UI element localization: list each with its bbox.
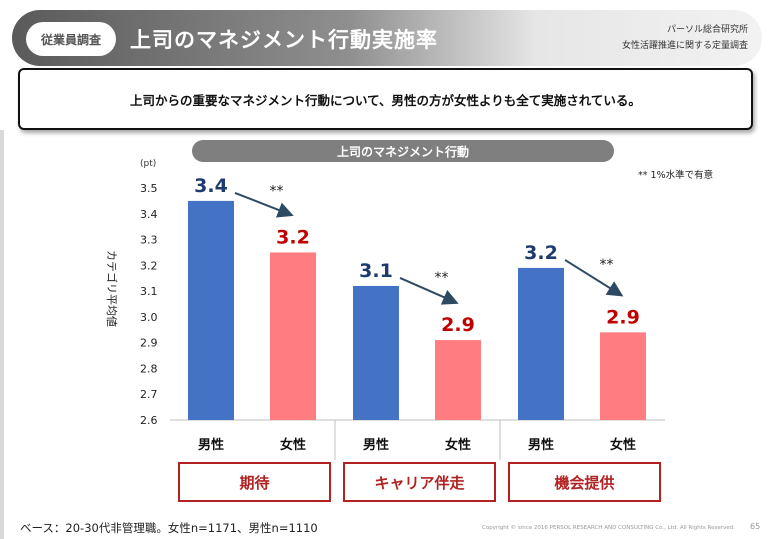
significance-mark: ** <box>600 257 614 273</box>
y-tick-label: 2.6 <box>140 414 158 427</box>
header-tag: 従業員調査 <box>26 22 116 56</box>
summary-box: 上司からの重要なマネジメント行動について、男性の方が女性よりも全て実施されている… <box>18 68 753 130</box>
bar <box>435 340 481 420</box>
data-label: 3.2 <box>524 242 558 264</box>
y-tick-label: 3.3 <box>140 234 158 247</box>
group-label: 機会提供 <box>554 474 614 492</box>
bar <box>270 252 316 420</box>
x-tick-label: 男性 <box>528 437 554 453</box>
footer-base: ベース：20-30代非管理職。女性n=1171、男性n=1110 <box>20 521 318 535</box>
left-rule <box>0 130 4 539</box>
bar <box>353 285 399 420</box>
y-tick-label: 3.0 <box>140 311 158 324</box>
y-tick-label: 3.1 <box>140 285 158 298</box>
group-label-box <box>343 462 496 502</box>
data-label: 3.1 <box>359 260 393 282</box>
significance-mark: ** <box>270 184 284 200</box>
bar <box>518 267 564 420</box>
header-bar <box>12 10 762 66</box>
y-tick-label: 2.9 <box>140 337 158 350</box>
source-org: パーソル総合研究所 <box>666 25 748 35</box>
data-label: 2.9 <box>606 306 640 328</box>
data-label: 3.4 <box>194 175 228 197</box>
footer-copyright: Copyright © since 2016 PERSOL RESEARCH A… <box>482 525 735 531</box>
chart-title: 上司のマネジメント行動 <box>337 144 469 159</box>
group-label: 期待 <box>239 474 269 492</box>
x-tick-label: 女性 <box>280 437 306 453</box>
x-tick-label: 女性 <box>445 437 471 453</box>
bar <box>188 200 234 420</box>
page-title: 上司のマネジメント行動実施率 <box>130 28 438 52</box>
group-label-box <box>508 462 661 502</box>
significance-note: ** 1%水準で有意 <box>638 169 713 181</box>
data-label: 3.2 <box>276 226 310 248</box>
header-source: パーソル総合研究所 女性活躍推進に関する定量調査 <box>622 22 748 54</box>
y-tick-label: 3.5 <box>140 182 158 195</box>
x-tick-label: 男性 <box>198 437 224 453</box>
x-tick-label: 女性 <box>610 437 636 453</box>
bar <box>600 332 646 420</box>
chart-title-pill <box>192 140 614 162</box>
y-tick-label: 2.7 <box>140 388 158 401</box>
group-label-box <box>178 462 331 502</box>
summary-text: 上司からの重要なマネジメント行動について、男性の方が女性よりも全て実施されている… <box>130 92 641 108</box>
y-unit: (pt) <box>140 159 156 169</box>
significance-arrow <box>399 277 459 305</box>
y-axis-label: カテゴリ平均値 <box>105 250 119 327</box>
significance-arrow <box>564 259 624 297</box>
y-tick-label: 2.8 <box>140 362 158 375</box>
page-number: 65 <box>750 522 761 531</box>
x-tick-label: 男性 <box>363 437 389 453</box>
group-label: キャリア伴走 <box>374 474 464 492</box>
significance-mark: ** <box>435 270 449 286</box>
y-tick-label: 3.4 <box>140 208 158 221</box>
y-tick-label: 3.2 <box>140 259 158 272</box>
significance-arrow <box>234 191 294 218</box>
source-survey: 女性活躍推進に関する定量調査 <box>621 41 748 51</box>
data-label: 2.9 <box>441 314 475 336</box>
